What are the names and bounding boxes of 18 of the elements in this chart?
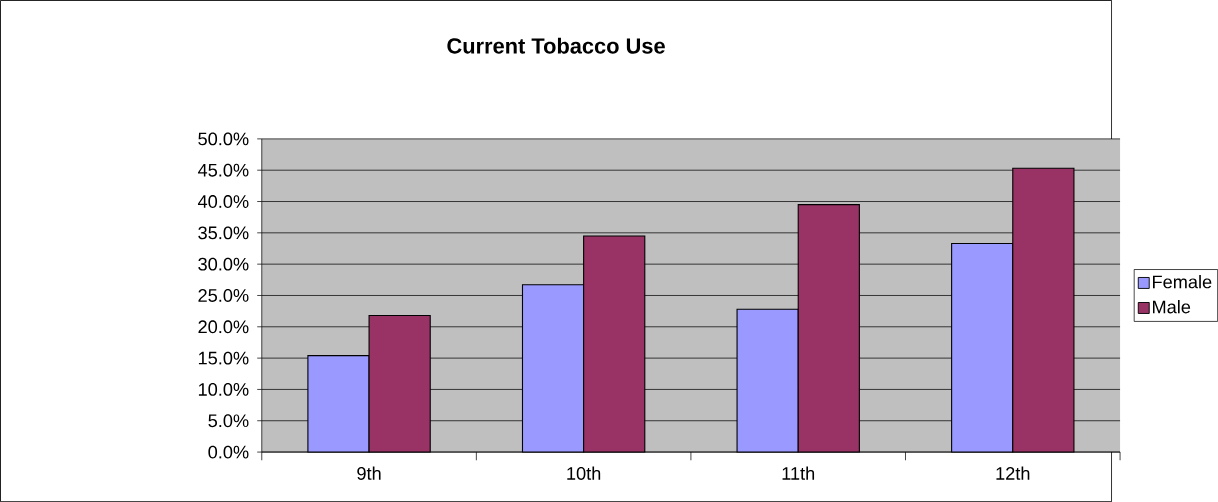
y-tick-label: 0.0% [208,445,249,459]
y-tick-label: 30.0% [198,257,249,271]
chart-title: Current Tobacco Use [447,37,665,54]
y-tick-label: 25.0% [198,288,249,302]
x-tick-label: 12th [996,466,1030,480]
x-tick-label: 9th [357,466,381,480]
y-tick-label: 10.0% [198,382,249,396]
x-tick-label: 11th [782,466,815,480]
y-tick-label: 20.0% [198,320,249,334]
y-tick-label: 45.0% [197,163,249,177]
x-tick-label: 10th [567,466,601,480]
y-tick-label: 40.0% [197,195,249,208]
y-tick-label: 15.0% [198,351,249,365]
legend-label: Female [1153,274,1212,289]
legend-label: Male [1153,299,1191,314]
y-tick-label: 50.0% [198,132,249,146]
y-tick-label: 35.0% [198,226,249,240]
y-tick-label: 5.0% [208,414,249,428]
